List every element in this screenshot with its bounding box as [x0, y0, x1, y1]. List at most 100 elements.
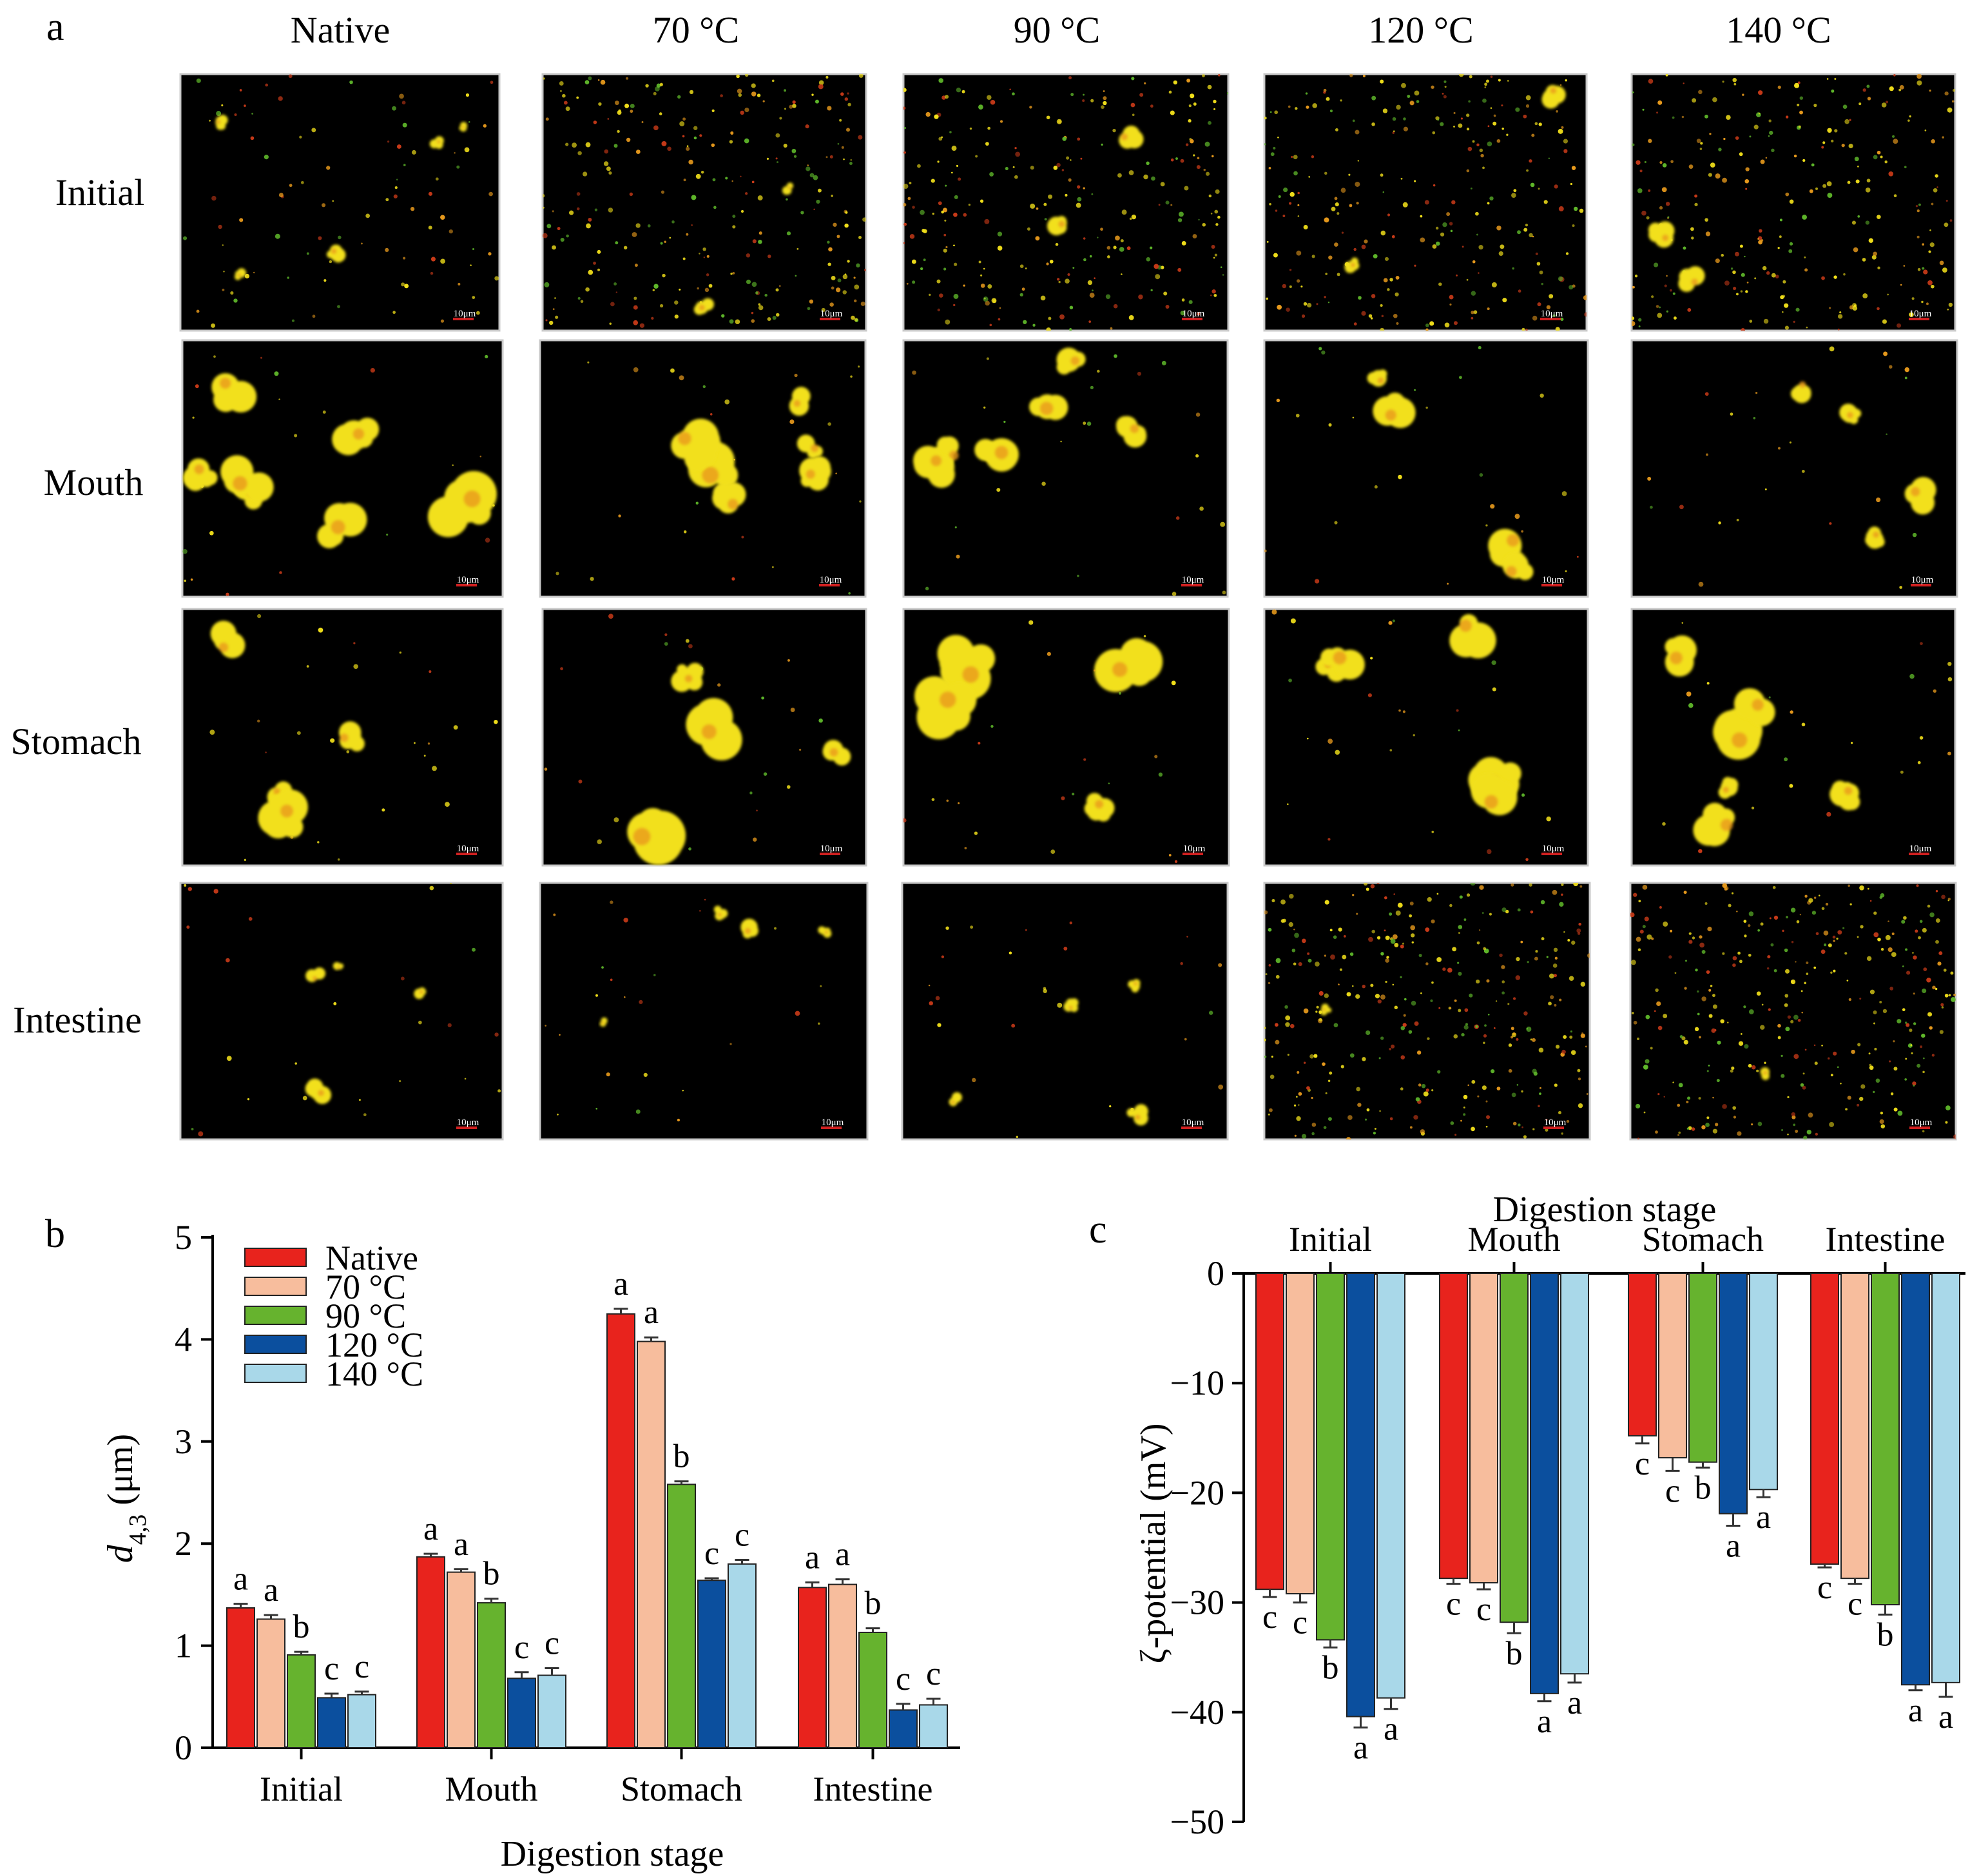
chart-b-ytick-label: 2	[175, 1524, 192, 1563]
chart-c-ytick-label: −40	[1170, 1693, 1224, 1732]
chart-b-sig-label: c	[514, 1629, 529, 1666]
chart-c-bar	[1286, 1273, 1315, 1594]
scale-bar-label: 10μm	[1183, 309, 1205, 319]
chart-c-sig-label: b	[1695, 1469, 1712, 1506]
chart-b-sig-label: a	[454, 1526, 468, 1563]
micrograph-mouth-native: 10μm	[181, 339, 504, 598]
chart-c-sig-label: a	[1908, 1692, 1923, 1729]
chart-b-sig-label: a	[423, 1511, 438, 1547]
micrograph-initial-native: 10μm	[179, 73, 501, 332]
chart-b-bar	[256, 1618, 285, 1749]
chart-b-legend-swatch	[244, 1364, 307, 1383]
chart-b-sig-label: a	[805, 1539, 820, 1576]
chart-c-xtick-label: Intestine	[1826, 1220, 1945, 1259]
chart-b-ytick-label: 4	[175, 1320, 192, 1359]
chart-b-bar	[828, 1583, 857, 1749]
chart-b-y-title: d4,3 (μm)	[101, 1434, 151, 1563]
chart-b-bar	[226, 1607, 255, 1748]
chart-b-bar	[537, 1674, 566, 1748]
scale-bar-label: 10μm	[454, 309, 476, 319]
chart-b-legend-label: 70 °C	[325, 1268, 406, 1306]
chart-c-bar	[1255, 1273, 1284, 1591]
chart-c-xtick-label: Stomach	[1642, 1220, 1764, 1259]
chart-b-bar	[697, 1580, 726, 1749]
col-label-140c: 140 °C	[1726, 9, 1831, 51]
scale-bar-label: 10μm	[1909, 844, 1932, 854]
micrograph-initial-120c: 10μm	[1263, 73, 1588, 332]
chart-b-bar	[317, 1697, 346, 1749]
chart-c-bar	[1688, 1273, 1717, 1463]
chart-c-bar	[1871, 1273, 1900, 1606]
scale-bar-label: 10μm	[820, 575, 842, 585]
chart-c-ytick-label: −50	[1170, 1803, 1224, 1841]
chart-c-sig-label: a	[1384, 1711, 1398, 1748]
micrograph-initial-70c: 10μm	[541, 73, 867, 332]
scale-bar-label: 10μm	[820, 309, 843, 319]
chart-b-sig-label: b	[673, 1438, 690, 1475]
scale-bar-label: 10μm	[820, 844, 843, 854]
scale-bar-label: 10μm	[1910, 1117, 1933, 1128]
chart-b-sig-label: a	[835, 1536, 850, 1573]
row-label-mouth: Mouth	[44, 461, 144, 503]
chart-c-sig-label: c	[1446, 1586, 1461, 1623]
row-label-stomach: Stomach	[11, 720, 142, 762]
chart-c-bar	[1376, 1273, 1405, 1699]
chart-c-sig-label: a	[1726, 1527, 1741, 1564]
chart-b-ytick-label: 0	[175, 1728, 192, 1767]
chart-b-bar	[919, 1704, 948, 1748]
micrograph-intestine-70c: 10μm	[539, 882, 869, 1141]
chart-c-bar	[1628, 1273, 1657, 1436]
scale-bar-label: 10μm	[1541, 309, 1563, 319]
scale-bar-label: 10μm	[822, 1117, 844, 1128]
chart-c-bar	[1500, 1273, 1529, 1623]
micrograph-intestine-140c: 10μm	[1629, 882, 1957, 1141]
chart-b-bar	[287, 1654, 316, 1748]
scale-bar-label: 10μm	[1911, 575, 1934, 585]
chart-b-sig-label: c	[354, 1649, 369, 1685]
chart-b-sig-label: b	[865, 1585, 882, 1622]
scale-bar-label: 10μm	[1542, 575, 1565, 585]
chart-b-xtick-label: Intestine	[813, 1770, 933, 1808]
chart-c: 0 −10 −20 −30 −40 −50 Initial Mouth Stomach Intes…	[1134, 1190, 1965, 1841]
panel-b-letter: b	[45, 1212, 65, 1256]
panel-a-letter: a	[46, 5, 64, 49]
panel-a: a Native 70 °C 90 °C 120 °C 140 °C Initi…	[11, 5, 1958, 1141]
chart-b-sig-label: c	[926, 1656, 941, 1692]
chart-c-y-title: ζ-potential (mV)	[1134, 1423, 1173, 1663]
chart-b-xtick-label: Initial	[260, 1770, 343, 1808]
micrograph-intestine-90c: 10μm	[901, 882, 1229, 1141]
chart-c-sig-label: a	[1567, 1685, 1582, 1721]
chart-b-ytick-label: 1	[175, 1627, 192, 1665]
micrograph-initial-90c: 10μm	[902, 73, 1230, 332]
chart-c-sig-label: c	[1262, 1599, 1277, 1636]
micrograph-stomach-120c: 10μm	[1263, 608, 1589, 867]
chart-c-sig-label: c	[1476, 1591, 1491, 1628]
chart-b-sig-label: c	[735, 1517, 749, 1554]
chart-b-sig-label: b	[293, 1609, 310, 1645]
chart-b-bar	[637, 1340, 666, 1749]
chart-c-ytick-label: −30	[1170, 1583, 1224, 1622]
chart-b-legend-label: 140 °C	[325, 1355, 423, 1393]
micrograph-stomach-70c: 10μm	[541, 608, 867, 867]
panel-c: c 0 −10 −20 −30 −40 −50 Initial Mouth Stomach Int…	[1089, 1190, 1965, 1841]
col-label-120c: 120 °C	[1368, 9, 1473, 51]
micrograph-grid: 10μm 10μm 10μm 10μm 10μm 10μm 10μm 10μm 10μm 10μm…	[179, 73, 1958, 1141]
chart-b-bar	[728, 1563, 757, 1748]
chart-b-bar	[606, 1313, 635, 1749]
micrograph-intestine-120c: 10μm	[1263, 882, 1591, 1141]
chart-c-bar	[1469, 1273, 1498, 1583]
chart-c-sig-label: b	[1506, 1635, 1523, 1672]
chart-c-sig-label: a	[1353, 1730, 1368, 1766]
col-label-70c: 70 °C	[653, 9, 739, 51]
chart-c-ytick-label: −20	[1170, 1473, 1224, 1512]
chart-b-bar	[347, 1694, 376, 1749]
scale-bar-label: 10μm	[457, 844, 479, 854]
chart-b-sig-label: a	[613, 1266, 628, 1302]
chart-c-bar	[1658, 1273, 1687, 1458]
chart-c-bar	[1530, 1273, 1559, 1694]
chart-c-sig-label: c	[1635, 1446, 1650, 1482]
chart-c-sig-label: c	[1293, 1605, 1308, 1641]
micrograph-mouth-140c: 10μm	[1630, 339, 1958, 598]
